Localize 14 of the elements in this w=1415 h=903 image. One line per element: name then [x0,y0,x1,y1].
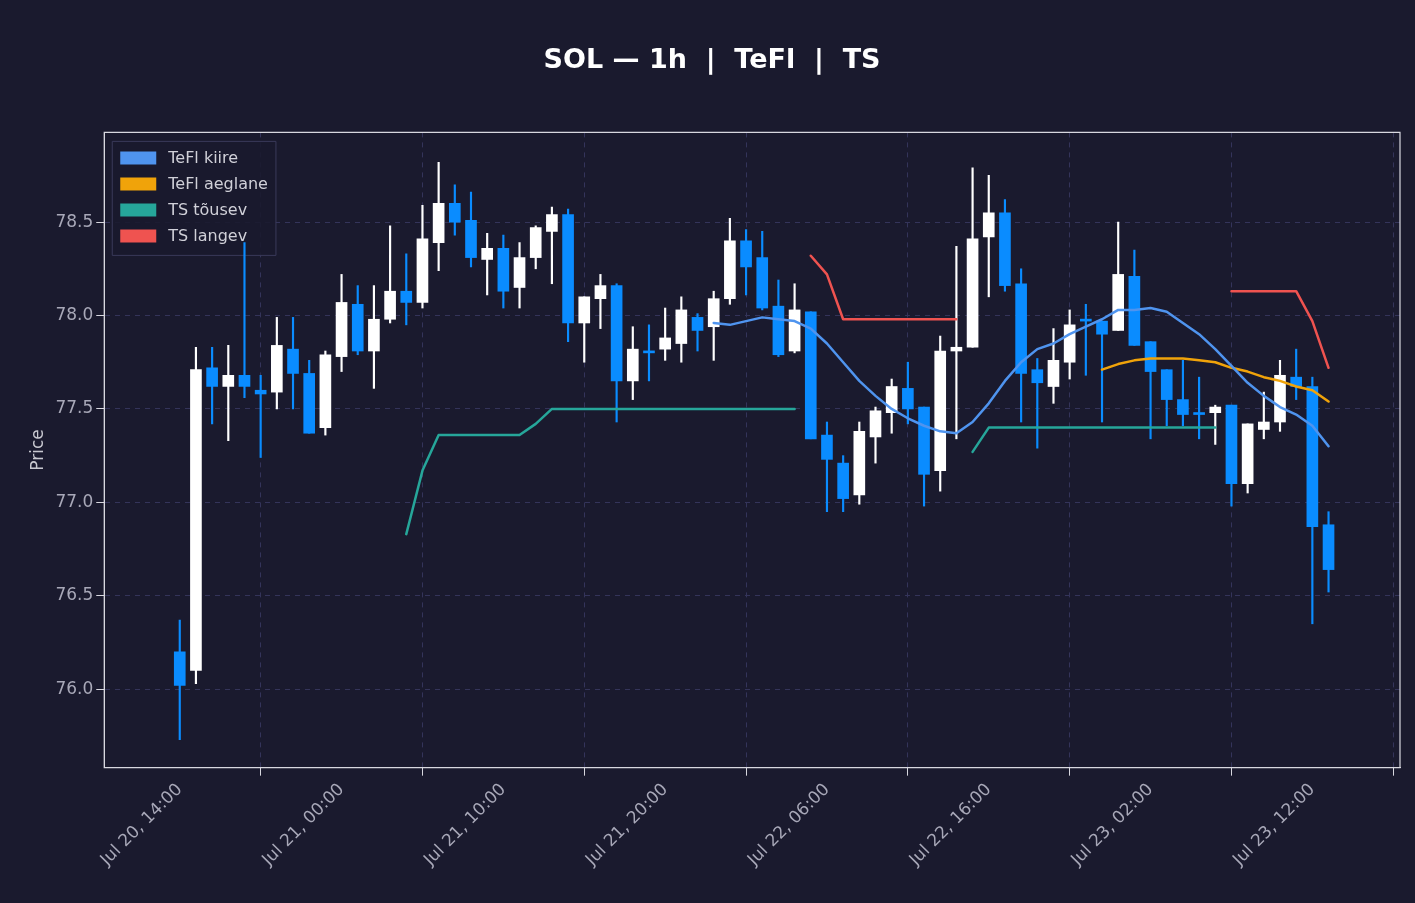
legend-label: TS tõusev [167,199,248,219]
chart-title: SOL — 1h | TeFl | TS [543,43,881,76]
legend-label: TeFl kiire [167,147,239,167]
candlestick [594,274,607,329]
legend-label: TeFl aeglane [167,173,268,193]
y-tick-label: 78.5 [55,210,94,231]
y-tick-label: 76.5 [55,584,94,605]
legend-label: TS langev [167,225,248,245]
y-tick-label: 78.0 [55,303,94,324]
y-axis-title: Price [26,429,47,471]
candlestick [238,242,251,399]
y-tick-label: 77.5 [55,397,94,418]
y-tick-label: 76.0 [55,677,94,698]
y-tick-label: 77.0 [55,490,94,511]
